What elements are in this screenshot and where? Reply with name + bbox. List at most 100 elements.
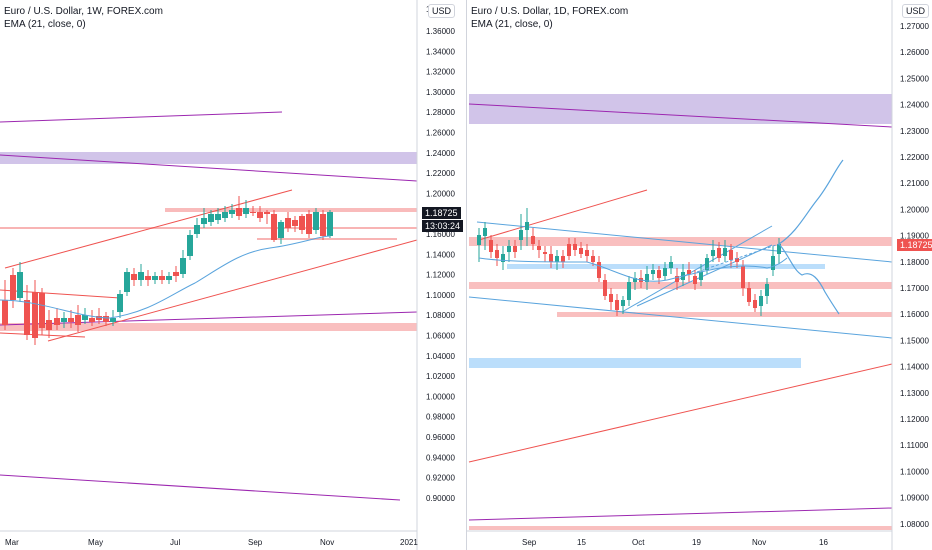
daily-channel-inner-2: [636, 244, 773, 307]
daily-chart-canvas[interactable]: 1.27000 1.26000 1.25000 1.24000 1.23000 1.220…: [467, 0, 932, 550]
weekly-candle-body: [236, 208, 242, 216]
daily-price-tick: 1.25000: [900, 74, 929, 83]
weekly-candle-body: [96, 316, 102, 320]
daily-time-tick: 16: [819, 538, 828, 547]
daily-projection-down: [778, 243, 840, 315]
weekly-price-tick: 1.24000: [426, 149, 455, 158]
weekly-time-tick: Jul: [170, 538, 180, 547]
daily-currency-button[interactable]: USD: [902, 4, 930, 18]
weekly-candle-body: [145, 276, 151, 280]
weekly-candle-body: [313, 212, 319, 230]
weekly-price-tick: 1.28000: [426, 108, 455, 117]
daily-red-trendline-lower: [468, 363, 893, 463]
daily-symbol-title[interactable]: Euro / U.S. Dollar, 1D, FOREX.com: [471, 6, 629, 17]
daily-candle-body: [645, 274, 649, 282]
daily-candle-body: [501, 254, 505, 262]
weekly-price-tick: 1.14000: [426, 250, 455, 259]
weekly-candle-body: [61, 318, 67, 322]
daily-price-tick: 1.24000: [900, 101, 929, 110]
daily-time-tick: Nov: [752, 538, 766, 547]
daily-price-tick: 1.12000: [900, 415, 929, 424]
daily-price-tick: 1.14000: [900, 363, 929, 372]
weekly-price-tick: 1.00000: [426, 392, 455, 401]
daily-candle-body: [579, 248, 583, 254]
daily-purple-trendline-1: [468, 103, 893, 128]
weekly-purple-trendline-3: [0, 311, 418, 326]
daily-time-tick: 19: [692, 538, 701, 547]
weekly-candle-body: [117, 294, 123, 312]
daily-price-tick: 1.23000: [900, 127, 929, 136]
weekly-resistance-zone: [165, 208, 417, 212]
weekly-candle-body: [320, 214, 326, 236]
daily-chart-pane[interactable]: 1.27000 1.26000 1.25000 1.24000 1.23000 1.220…: [466, 0, 932, 550]
weekly-candle-body: [10, 275, 16, 300]
weekly-chart-pane[interactable]: 1.380001.360001.340001.320001.300001.280…: [0, 0, 466, 550]
weekly-candle-body: [89, 318, 95, 322]
daily-time-tick: Oct: [632, 538, 645, 547]
daily-dashed-projection: [696, 243, 780, 273]
weekly-currency-button[interactable]: USD: [428, 4, 456, 18]
daily-candle-body: [591, 256, 595, 262]
daily-candle-body: [669, 262, 673, 268]
weekly-price-tick: 0.94000: [426, 453, 455, 462]
weekly-price-tick: 1.02000: [426, 372, 455, 381]
daily-candle-body: [513, 246, 517, 252]
weekly-candle-body: [24, 300, 30, 335]
daily-candle-body: [741, 266, 745, 288]
daily-mid-zone: [469, 282, 892, 289]
weekly-candle-body: [327, 212, 333, 236]
daily-ema-label[interactable]: EMA (21, close, 0): [471, 19, 553, 30]
weekly-last-price-tag: 1.18725: [422, 207, 461, 219]
weekly-candle-body: [208, 214, 214, 222]
weekly-candle-body: [68, 318, 74, 322]
weekly-symbol-title[interactable]: Euro / U.S. Dollar, 1W, FOREX.com: [4, 6, 163, 17]
daily-candle-body: [753, 300, 757, 308]
daily-support-zone: [557, 312, 892, 317]
weekly-time-tick: May: [88, 538, 103, 547]
daily-candle-body: [657, 270, 661, 278]
daily-candle-body: [759, 296, 763, 306]
daily-candle-body: [519, 230, 523, 240]
daily-price-tick: 1.26000: [900, 48, 929, 57]
daily-price-tick: 1.13000: [900, 389, 929, 398]
weekly-time-tick: Mar: [5, 538, 19, 547]
daily-candle-body: [495, 250, 499, 258]
weekly-channel-upper: [4, 189, 293, 269]
daily-candle-body: [555, 256, 559, 262]
weekly-channel-lower: [47, 239, 418, 342]
daily-candle-body: [675, 276, 679, 282]
weekly-candle-body: [299, 216, 305, 230]
daily-candle-body: [687, 270, 691, 274]
weekly-time-tick: Sep: [248, 538, 263, 547]
daily-candle-body: [633, 278, 637, 282]
daily-candle-body: [525, 222, 529, 230]
weekly-ema-label[interactable]: EMA (21, close, 0): [4, 19, 86, 30]
daily-candle-body: [603, 280, 607, 296]
daily-price-tick: 1.08000: [900, 520, 929, 529]
daily-chart-legend: Euro / U.S. Dollar, 1D, FOREX.com EMA (2…: [471, 5, 628, 31]
weekly-candle-body: [201, 218, 207, 224]
weekly-candle-body: [124, 272, 130, 292]
daily-price-tick: 1.19000: [900, 232, 929, 241]
weekly-candle-body: [2, 300, 8, 325]
weekly-candle-body: [46, 320, 52, 330]
daily-candle-body: [507, 246, 511, 252]
daily-candle-body: [693, 276, 697, 284]
weekly-purple-trendline-2: [0, 154, 418, 182]
weekly-pivot-line: [0, 227, 417, 229]
daily-candle-body: [597, 262, 601, 278]
daily-candle-body: [489, 240, 493, 252]
weekly-candle-body: [180, 258, 186, 274]
daily-purple-trendline-2: [468, 507, 893, 521]
daily-candle-body: [537, 246, 541, 250]
daily-candle-body: [651, 270, 655, 274]
daily-last-price-tag: 1.18725: [897, 239, 932, 251]
daily-price-tick: 1.09000: [900, 494, 929, 503]
daily-price-tick: 1.27000: [900, 22, 929, 31]
weekly-chart-canvas[interactable]: 1.380001.360001.340001.320001.300001.280…: [0, 0, 466, 550]
weekly-candle-body: [243, 208, 249, 214]
weekly-price-tick: 1.22000: [426, 169, 455, 178]
weekly-candle-body: [229, 210, 235, 214]
weekly-price-tick: 1.32000: [426, 68, 455, 77]
weekly-candle-body: [215, 214, 221, 220]
